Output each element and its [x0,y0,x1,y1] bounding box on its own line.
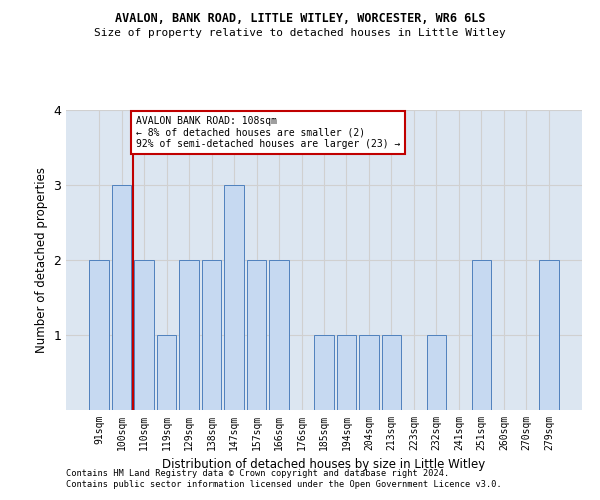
Bar [472,260,491,410]
Bar [359,335,379,410]
Bar [382,335,401,410]
Bar [89,260,109,410]
Bar [314,335,334,410]
Bar [112,185,131,410]
Text: AVALON, BANK ROAD, LITTLE WITLEY, WORCESTER, WR6 6LS: AVALON, BANK ROAD, LITTLE WITLEY, WORCES… [115,12,485,26]
Text: Contains public sector information licensed under the Open Government Licence v3: Contains public sector information licen… [66,480,502,489]
Bar [247,260,266,410]
Bar [269,260,289,410]
Text: Size of property relative to detached houses in Little Witley: Size of property relative to detached ho… [94,28,506,38]
Text: AVALON BANK ROAD: 108sqm
← 8% of detached houses are smaller (2)
92% of semi-det: AVALON BANK ROAD: 108sqm ← 8% of detache… [136,116,401,149]
Bar [134,260,154,410]
Y-axis label: Number of detached properties: Number of detached properties [35,167,48,353]
Text: Contains HM Land Registry data © Crown copyright and database right 2024.: Contains HM Land Registry data © Crown c… [66,468,449,477]
X-axis label: Distribution of detached houses by size in Little Witley: Distribution of detached houses by size … [163,458,485,471]
Bar [337,335,356,410]
Bar [202,260,221,410]
Bar [224,185,244,410]
Bar [179,260,199,410]
Bar [157,335,176,410]
Bar [539,260,559,410]
Bar [427,335,446,410]
